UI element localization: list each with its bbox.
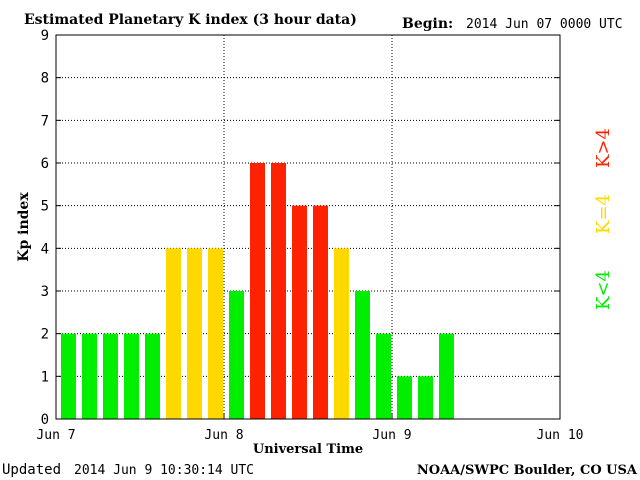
x-tick-label: Jun 8	[204, 428, 243, 443]
y-tick-label: 8	[41, 71, 49, 87]
bars	[61, 163, 454, 419]
kp-bar	[124, 333, 139, 419]
y-axis-label: Kp index	[16, 192, 32, 262]
kp-bar	[145, 333, 160, 419]
kp-bar	[250, 163, 265, 419]
kp-bar	[271, 163, 286, 419]
kp-bar	[82, 333, 97, 419]
credit-text: NOAA/SWPC Boulder, CO USA	[417, 463, 638, 478]
x-ticks: Jun 7 Jun 8 Jun 9 Jun 10	[36, 413, 583, 443]
plot-frame	[55, 34, 561, 420]
y-tick-label: 5	[41, 199, 49, 215]
updated-value: 2014 Jun 9 10:30:14 UTC	[74, 463, 254, 478]
y-ticks: 0 1 2 3 4 5 6 7 8 9	[41, 28, 560, 428]
kp-bar	[439, 333, 454, 419]
begin-value: 2014 Jun 07 0000 UTC	[466, 17, 623, 32]
kp-bar	[355, 291, 370, 419]
updated-label: Updated	[2, 462, 61, 478]
kp-bar	[376, 333, 391, 419]
kp-bar	[187, 248, 202, 419]
kp-bar	[418, 376, 433, 419]
y-tick-label: 7	[41, 113, 49, 129]
legend-entry: K<4	[593, 270, 614, 310]
y-tick-label: 2	[41, 327, 49, 343]
kp-bar	[397, 376, 412, 419]
y-tick-label: 0	[41, 412, 49, 428]
legend-entry: K>4	[593, 128, 614, 168]
y-tick-label: 6	[41, 156, 49, 172]
x-tick-label: Jun 9	[372, 428, 411, 443]
kp-bar	[229, 291, 244, 419]
kp-bar	[313, 205, 328, 419]
begin-label: Begin:	[402, 16, 453, 32]
kp-bar	[61, 333, 76, 419]
y-tick-label: 9	[41, 28, 49, 44]
chart-title: Estimated Planetary K index (3 hour data…	[24, 12, 357, 28]
kp-bar	[103, 333, 118, 419]
kp-bar	[208, 248, 223, 419]
y-tick-label: 1	[41, 369, 49, 385]
kp-bar	[334, 248, 349, 419]
legend: K<4 K=4 K>4	[593, 128, 614, 310]
x-tick-label: Jun 10	[537, 428, 584, 443]
x-axis-label: Universal Time	[253, 442, 363, 457]
grid	[56, 35, 560, 419]
legend-entry: K=4	[593, 194, 614, 234]
y-tick-label: 4	[41, 241, 49, 257]
kp-bar	[292, 205, 307, 419]
x-tick-label: Jun 7	[36, 428, 75, 443]
kp-bar	[166, 248, 181, 419]
y-tick-label: 3	[41, 284, 49, 300]
